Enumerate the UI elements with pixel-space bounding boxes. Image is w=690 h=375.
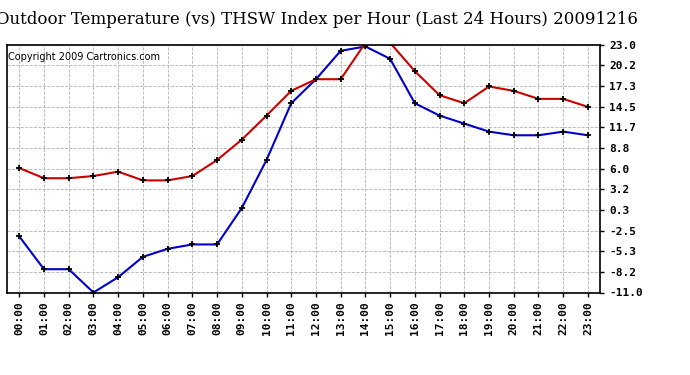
Text: Copyright 2009 Cartronics.com: Copyright 2009 Cartronics.com: [8, 53, 160, 62]
Text: Outdoor Temperature (vs) THSW Index per Hour (Last 24 Hours) 20091216: Outdoor Temperature (vs) THSW Index per …: [0, 11, 638, 28]
